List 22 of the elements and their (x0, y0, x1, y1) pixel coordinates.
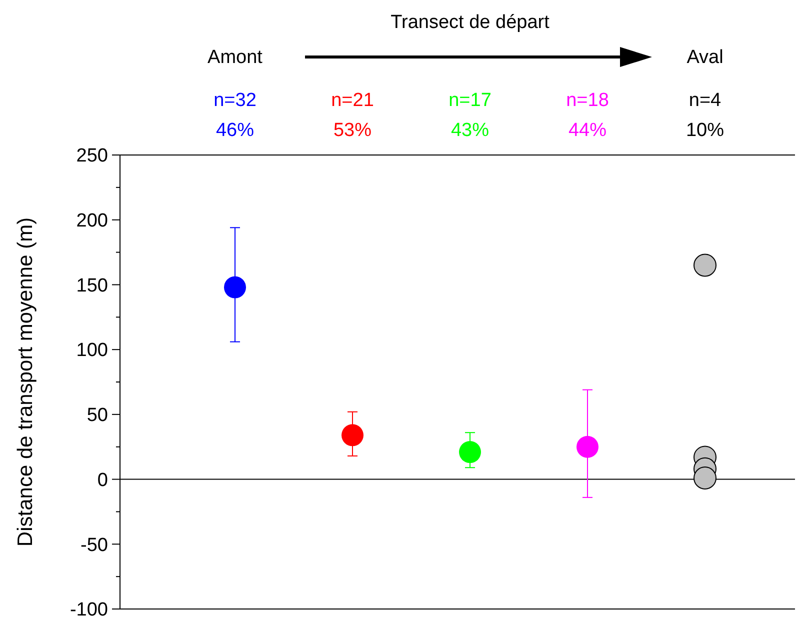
text: n=32 (214, 90, 256, 111)
text: n=18 (566, 90, 609, 111)
y-tick-label: 250 (76, 146, 108, 167)
y-tick-label: 50 (86, 405, 108, 426)
y-axis-title: Distance de transport moyenne (m) (14, 217, 37, 547)
text: Transect de départ (390, 12, 550, 33)
y-tick-label: 200 (76, 210, 108, 232)
text: n=17 (448, 90, 492, 111)
text: 10% (686, 120, 724, 141)
text: n=21 (331, 90, 374, 111)
text: n=4 (688, 90, 722, 111)
y-tick-label: -50 (80, 534, 108, 556)
text: Amont (208, 47, 264, 68)
y-tick-label: 100 (76, 340, 108, 362)
y-tick-label: 150 (76, 275, 108, 296)
y-tick-label: 0 (97, 470, 108, 491)
text: 44% (568, 120, 607, 141)
text: 43% (450, 120, 490, 141)
y-tick-label: -100 (70, 600, 108, 618)
text: 46% (216, 120, 254, 141)
text: Aval (686, 47, 724, 68)
text: 53% (333, 120, 372, 141)
